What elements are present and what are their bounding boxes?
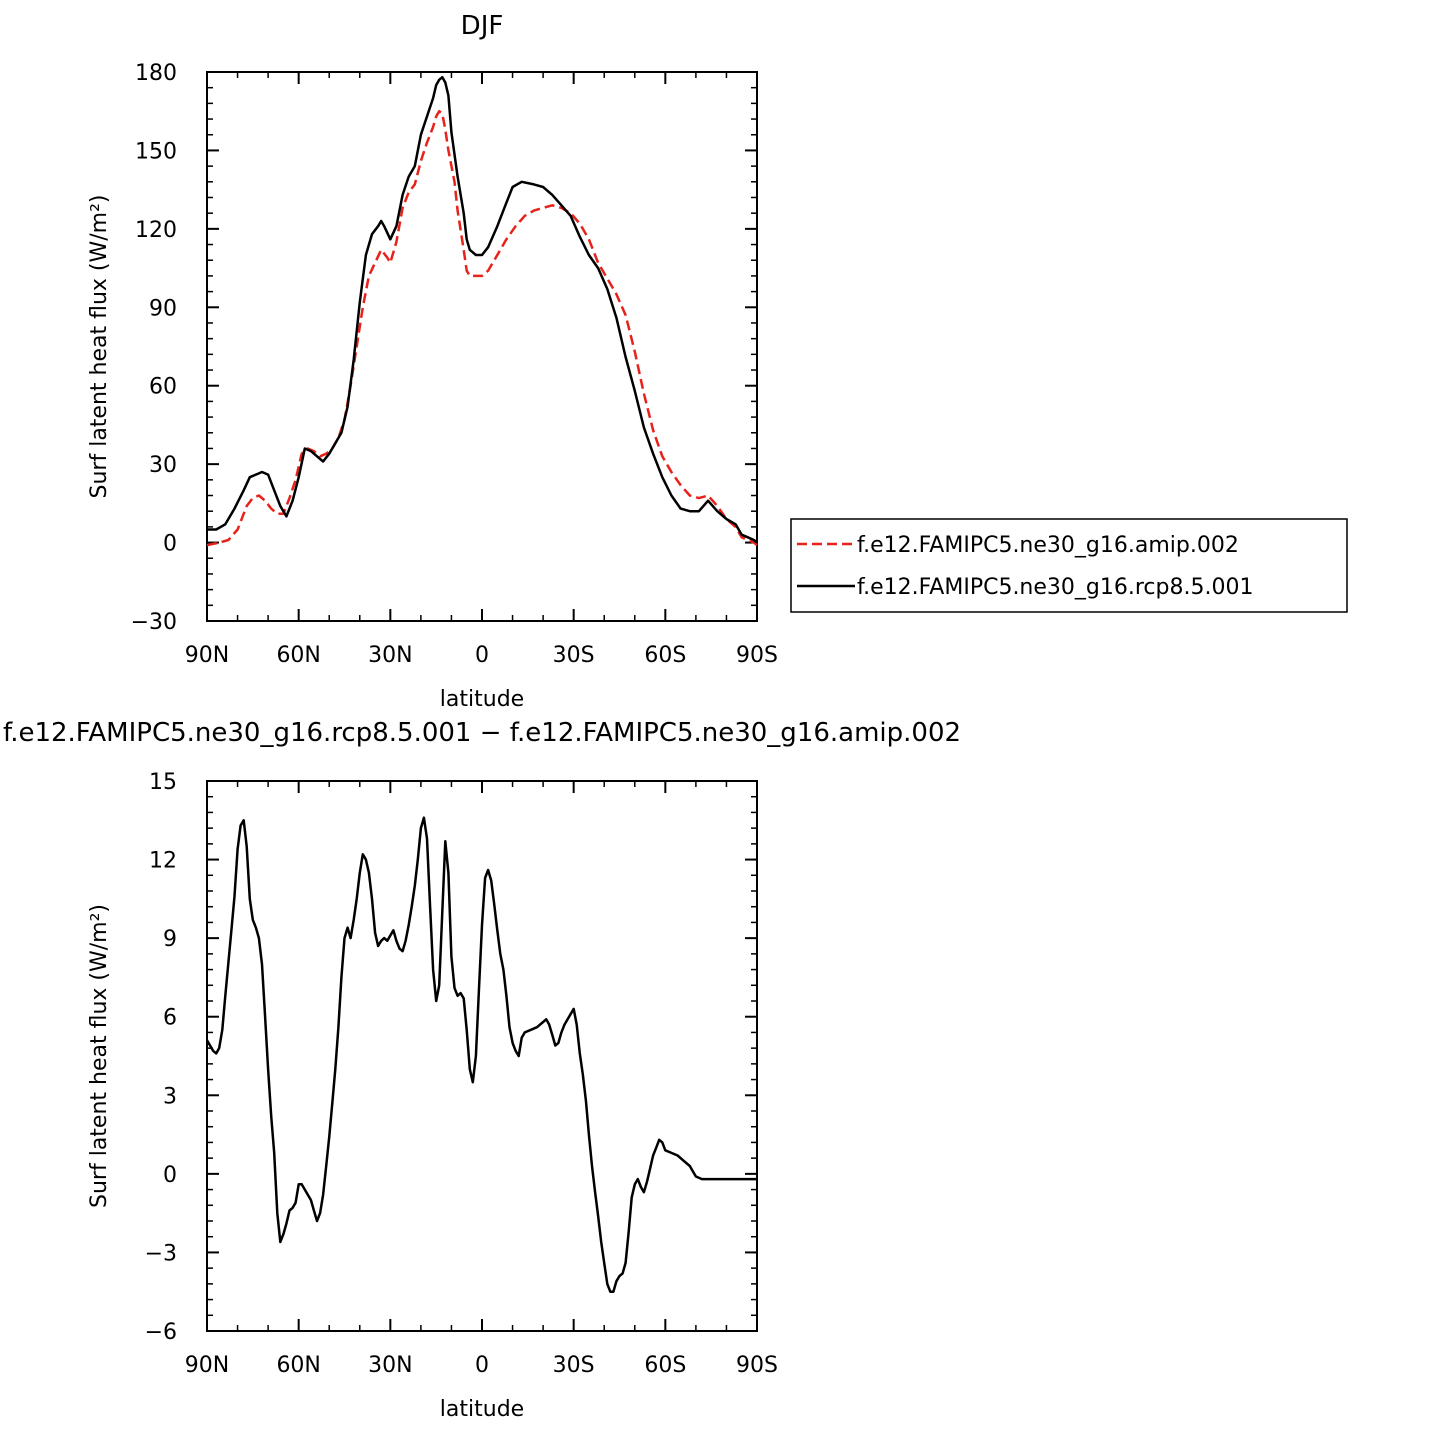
y-tick-label: 12	[149, 849, 177, 874]
legend-label-0: f.e12.FAMIPC5.ne30_g16.amip.002	[857, 533, 1239, 558]
y-tick-label: 90	[149, 296, 177, 321]
y-tick-label: 30	[149, 453, 177, 478]
series-line-0	[205, 816, 757, 1293]
series-line-1	[207, 75, 758, 544]
chart-title: DJF	[461, 11, 504, 41]
y-tick-label: 15	[149, 770, 177, 795]
x-tick-label: 30S	[553, 643, 595, 668]
legend-label-1: f.e12.FAMIPC5.ne30_g16.rcp8.5.001	[857, 575, 1253, 600]
top-panel: DJF 90N 60N 30N 0 30S 60S 90S −30 0 30 60 90 120 150 18…	[87, 11, 1348, 712]
y-axis-title: Surf latent heat flux (W/m²)	[87, 904, 112, 1208]
y-tick-label: 0	[163, 1163, 177, 1188]
x-tick-label: 30S	[553, 1353, 595, 1378]
y-tick-label: −30	[131, 610, 177, 635]
y-tick-label: 150	[135, 139, 177, 164]
y-tick-label: 9	[163, 927, 177, 952]
y-tick-label: −6	[145, 1320, 177, 1345]
x-tick-label: 90N	[185, 1353, 229, 1378]
chart-title: f.e12.FAMIPC5.ne30_g16.rcp8.5.001 − f.e1…	[3, 718, 961, 748]
x-axis-title: latitude	[440, 1397, 524, 1422]
x-tick-label: 30N	[368, 1353, 412, 1378]
legend-box	[790, 518, 1348, 613]
x-tick-label: 60N	[276, 1353, 320, 1378]
y-tick-label: 120	[135, 218, 177, 243]
bottom-panel: f.e12.FAMIPC5.ne30_g16.rcp8.5.001 − f.e1…	[3, 718, 961, 1422]
y-tick-label: −3	[145, 1241, 177, 1266]
x-tick-label: 0	[475, 1353, 489, 1378]
y-tick-label: 180	[135, 61, 177, 86]
series-line-0	[206, 109, 758, 547]
plot-frame	[206, 71, 758, 622]
plot-frame	[206, 780, 758, 1332]
y-tick-label: 0	[163, 532, 177, 557]
y-tick-label: 60	[149, 375, 177, 400]
x-tick-label: 90N	[185, 643, 229, 668]
x-tick-label: 60S	[644, 1353, 686, 1378]
x-tick-label: 60S	[644, 643, 686, 668]
x-tick-label: 90S	[736, 643, 778, 668]
x-tick-label: 60N	[276, 643, 320, 668]
x-tick-label: 90S	[736, 1353, 778, 1378]
x-tick-label: 30N	[368, 643, 412, 668]
y-tick-label: 6	[163, 1006, 177, 1031]
x-axis-title: latitude	[440, 687, 524, 712]
x-tick-label: 0	[475, 643, 489, 668]
y-axis-title: Surf latent heat flux (W/m²)	[87, 195, 112, 499]
y-tick-label: 3	[163, 1084, 177, 1109]
